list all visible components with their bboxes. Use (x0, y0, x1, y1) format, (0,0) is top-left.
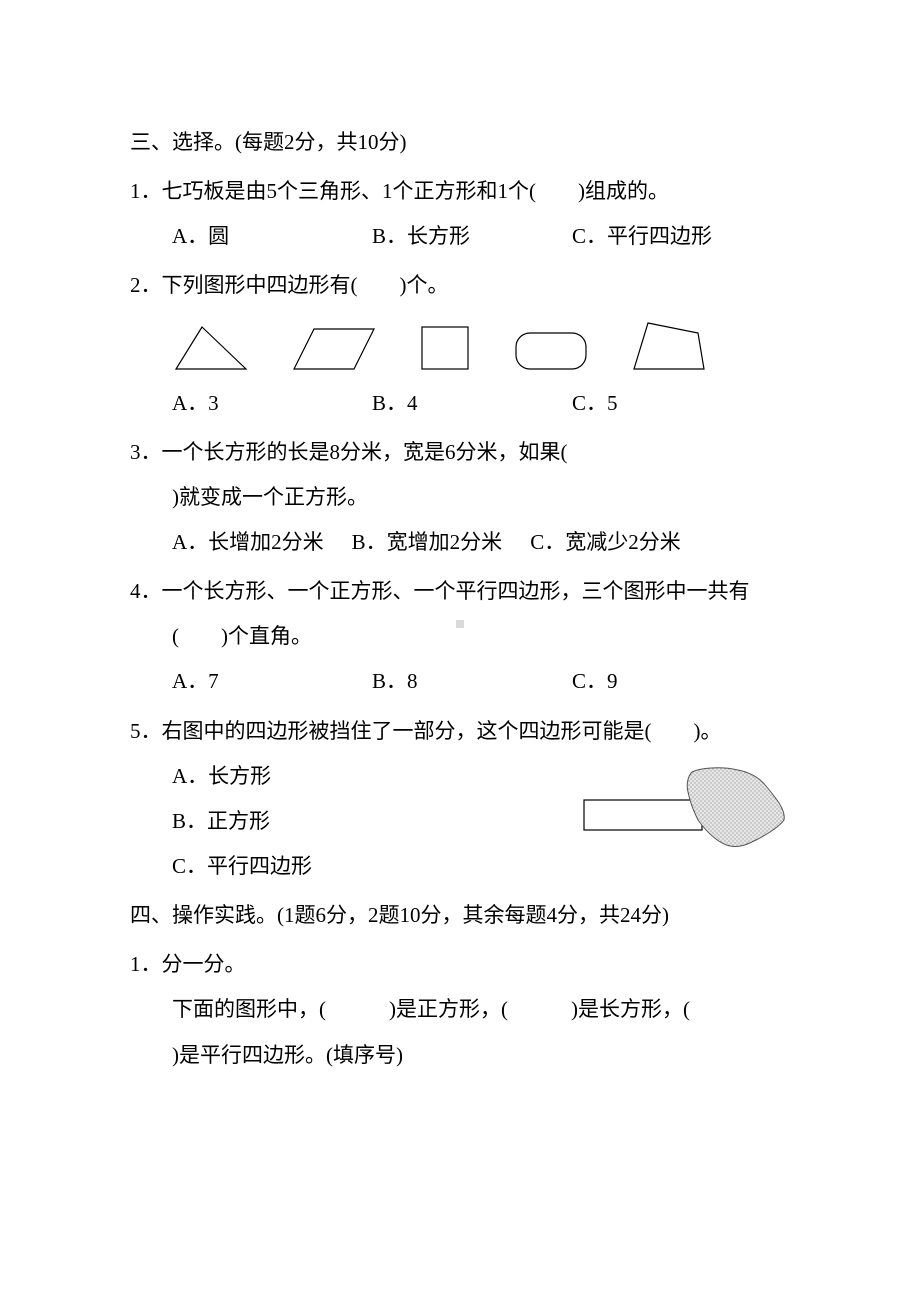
page: 三、选择。(每题2分，共10分) 1．七巧板是由5个三角形、1个正方形和1个( … (0, 0, 920, 1302)
q5-text: 5．右图中的四边形被挡住了一部分，这个四边形可能是( )。 (130, 709, 790, 754)
q3-optC: C．宽减少2分米 (530, 520, 681, 565)
q1-text: 1．七巧板是由5个三角形、1个正方形和1个( )组成的。 (130, 169, 790, 214)
q4-optC: C．9 (572, 659, 772, 704)
q1-options: A．圆 B．长方形 C．平行四边形 (130, 214, 790, 259)
q4-line1: 4．一个长方形、一个正方形、一个平行四边形，三个图形中一共有 (130, 569, 790, 614)
watermark-dot (456, 620, 464, 628)
q3-optA: A．长增加2分米 (172, 520, 324, 565)
q3-line1: 3．一个长方形的长是8分米，宽是6分米，如果( (130, 430, 790, 475)
q1-optA: A．圆 (172, 214, 372, 259)
q4-optB: B．8 (372, 659, 572, 704)
q3-options: A．长增加2分米 B．宽增加2分米 C．宽减少2分米 (130, 520, 790, 565)
q3: 3．一个长方形的长是8分米，宽是6分米，如果( )就变成一个正方形。 A．长增加… (130, 430, 790, 565)
q2-optC: C．5 (572, 381, 772, 426)
q1-optC: C．平行四边形 (572, 214, 772, 259)
section3-title: 三、选择。(每题2分，共10分) (130, 120, 790, 165)
parallelogram-icon (290, 325, 378, 373)
q5-figure (580, 764, 790, 852)
q4-options: A．7 B．8 C．9 (130, 659, 790, 704)
q1-optB: B．长方形 (372, 214, 572, 259)
s4-q1-line2: )是平行四边形。(填序号) (130, 1033, 790, 1078)
q4: 4．一个长方形、一个正方形、一个平行四边形，三个图形中一共有 ( )个直角。 A… (130, 569, 790, 704)
section4-title: 四、操作实践。(1题6分，2题10分，其余每题4分，共24分) (130, 893, 790, 938)
rounded-rect-icon (512, 329, 590, 373)
s4-q1-num: 1．分一分。 (130, 942, 790, 987)
s4-q1-line1: 下面的图形中，( )是正方形，( )是长方形，( (130, 987, 790, 1032)
q3-line2: )就变成一个正方形。 (130, 475, 790, 520)
q2-options: A．3 B．4 C．5 (130, 381, 790, 426)
triangle-icon (172, 323, 250, 373)
trapezoid-icon (630, 319, 708, 373)
q2-optB: B．4 (372, 381, 572, 426)
q4-optA: A．7 (172, 659, 372, 704)
square-icon (418, 323, 472, 373)
s4-q1: 1．分一分。 下面的图形中，( )是正方形，( )是长方形，( )是平行四边形。… (130, 942, 790, 1077)
q2: 2．下列图形中四边形有( )个。 A．3 B．4 C．5 (130, 263, 790, 425)
q2-shapes (130, 315, 790, 373)
q3-optB: B．宽增加2分米 (352, 520, 503, 565)
q1: 1．七巧板是由5个三角形、1个正方形和1个( )组成的。 A．圆 B．长方形 C… (130, 169, 790, 259)
q2-optA: A．3 (172, 381, 372, 426)
q2-text: 2．下列图形中四边形有( )个。 (130, 263, 790, 308)
